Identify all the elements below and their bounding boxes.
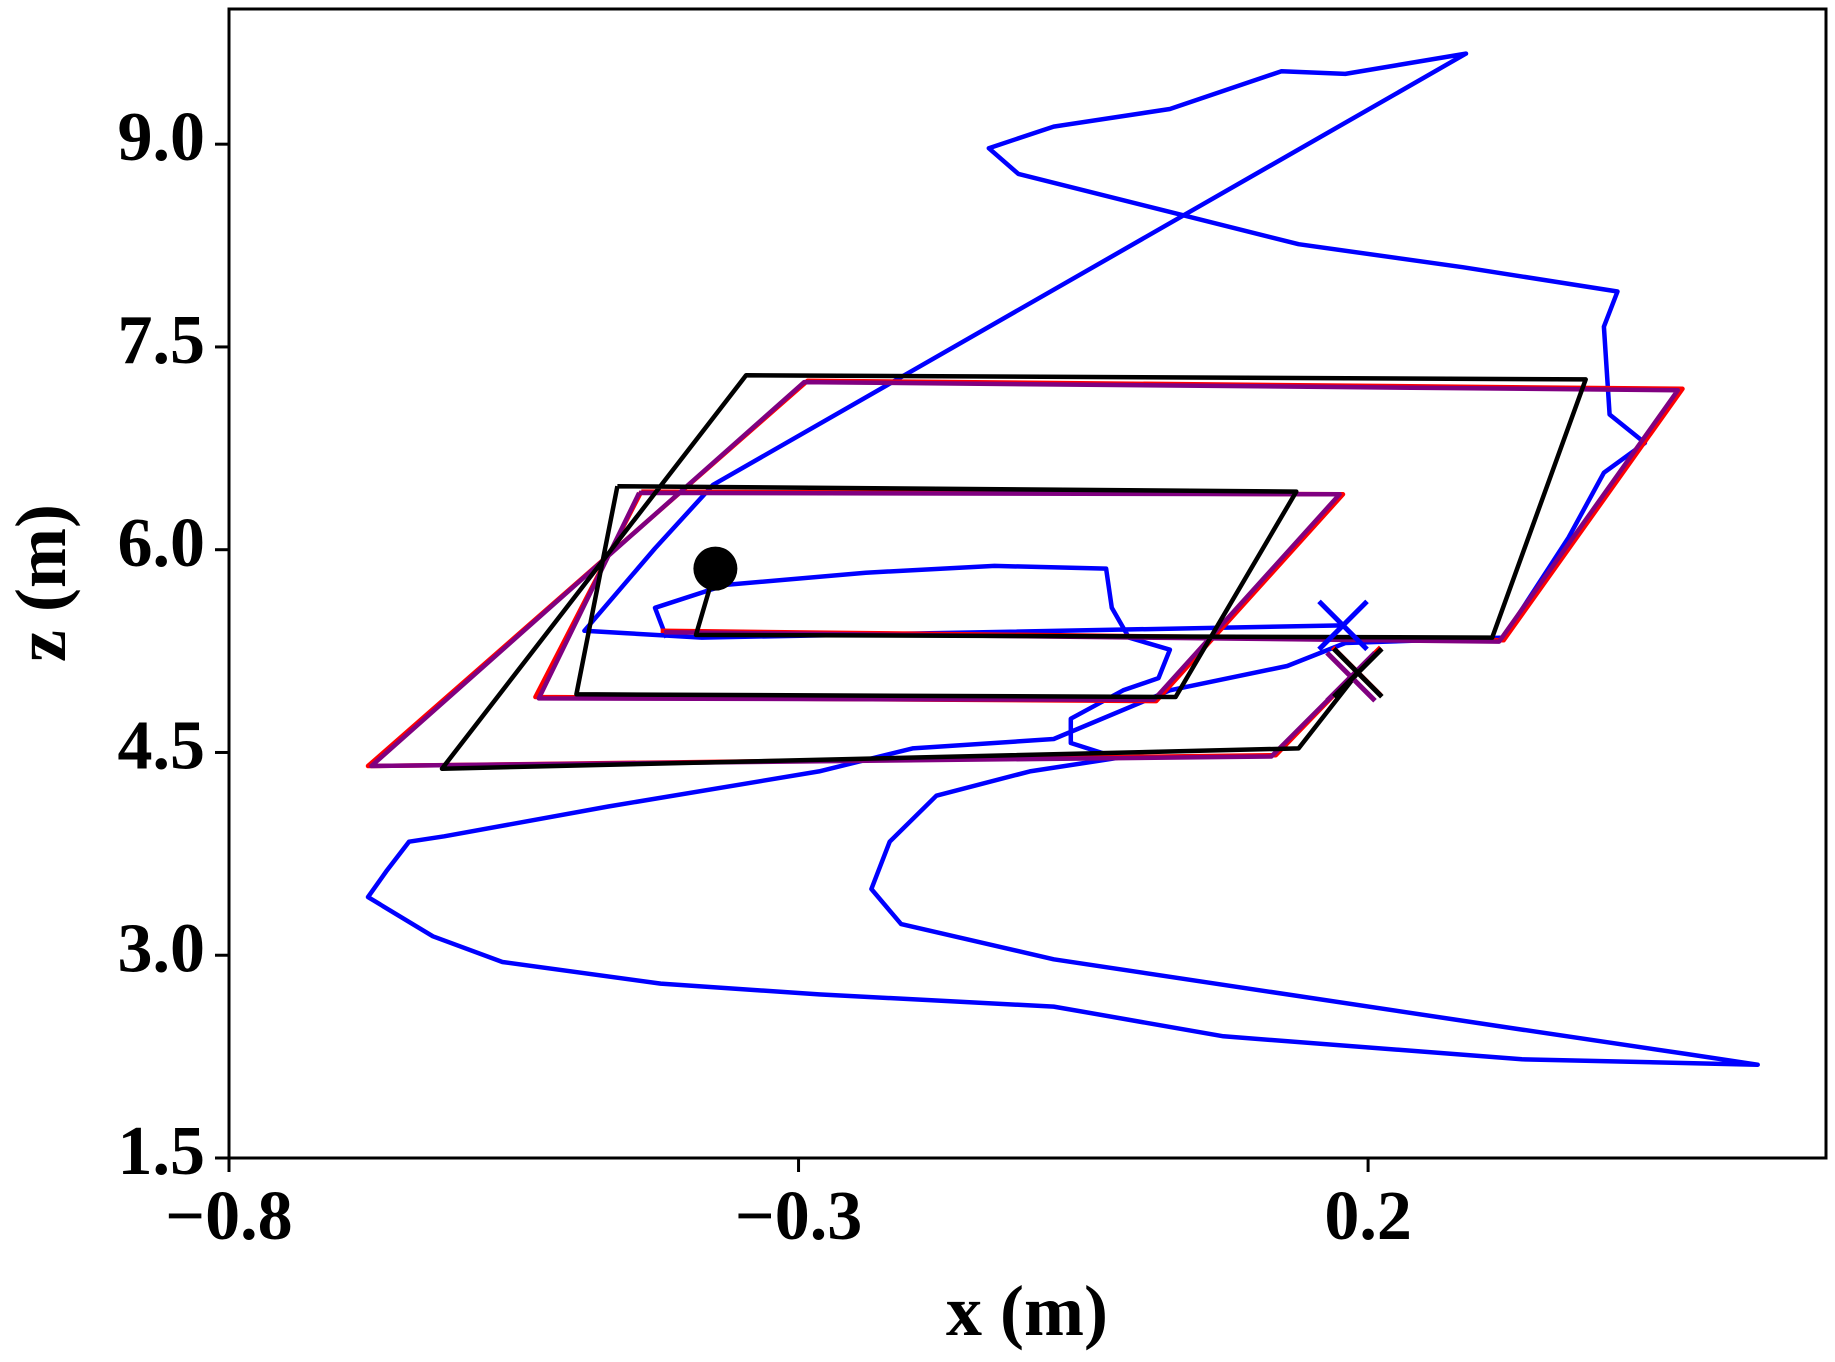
y-tick-label: 7.5 (118, 302, 206, 379)
y-axis-label: z (m) (1, 504, 81, 662)
trajectory-line (439, 373, 1588, 771)
y-tick-label: 9.0 (118, 99, 206, 176)
start-marker (693, 546, 738, 591)
y-tick-label: 1.5 (118, 1113, 206, 1190)
y-tick-label: 3.0 (118, 910, 206, 987)
plot-frame (227, 7, 1828, 1160)
end-marker (1332, 646, 1384, 699)
trajectory-line (365, 51, 1760, 1067)
x-tick-label: 0.2 (1324, 1178, 1412, 1255)
y-tick-label: 4.5 (118, 708, 206, 785)
x-tick-label: −0.3 (735, 1178, 862, 1255)
y-tick-label: 6.0 (118, 505, 206, 582)
trajectory-line (369, 379, 1681, 769)
trajectory-line (365, 378, 1685, 769)
x-tick-label: −0.8 (165, 1178, 292, 1255)
end-marker (1317, 599, 1369, 652)
x-axis-label: x (m) (946, 1271, 1108, 1351)
